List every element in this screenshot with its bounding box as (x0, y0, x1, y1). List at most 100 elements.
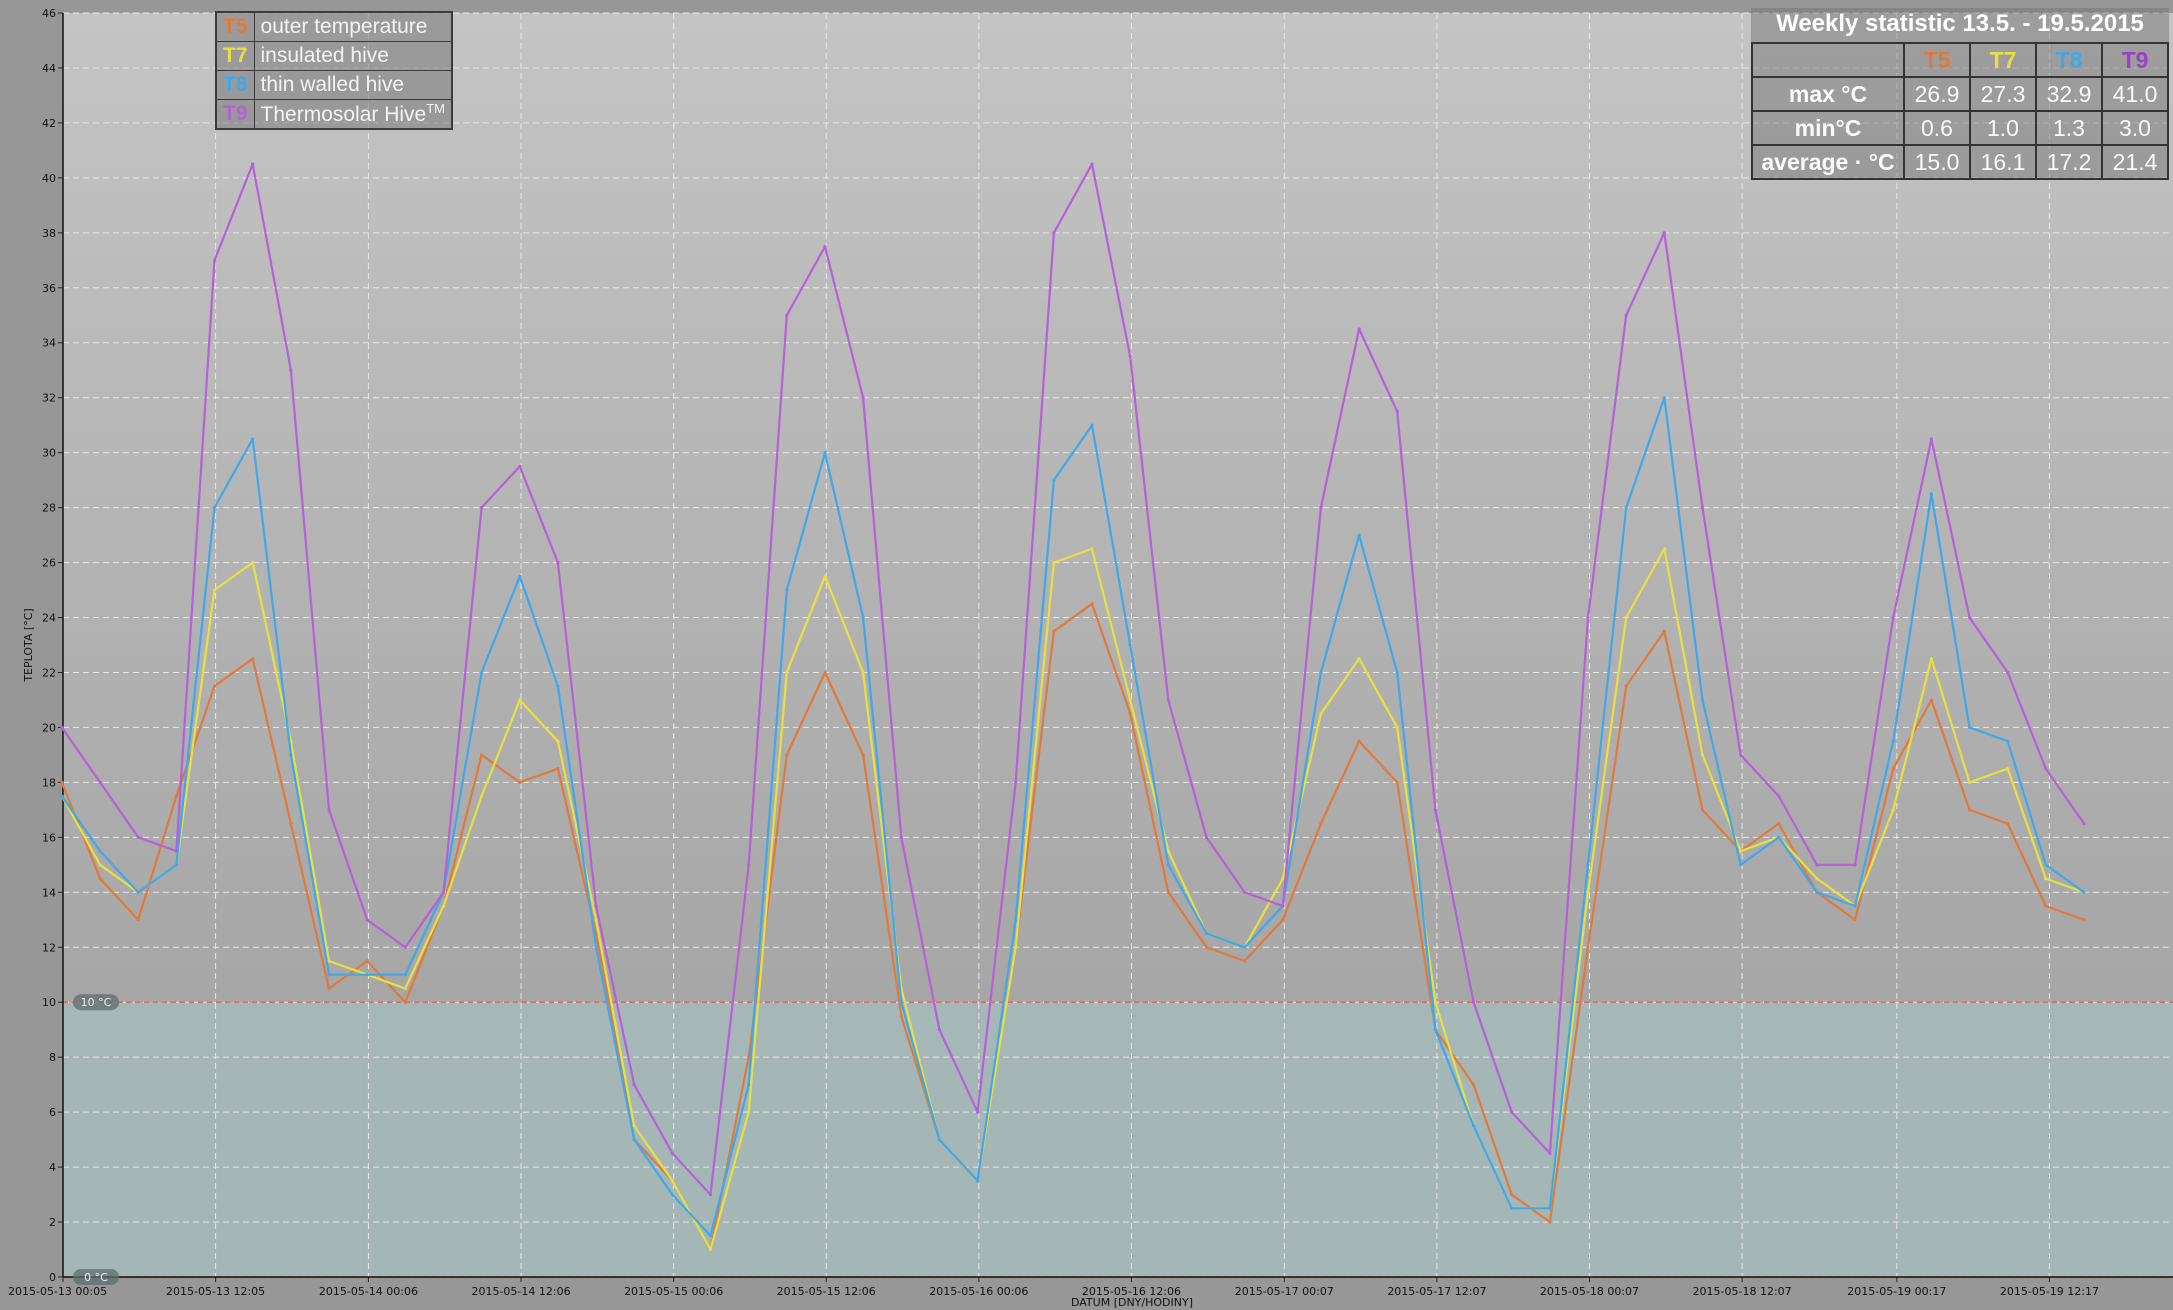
legend-label: outer temperature (253, 11, 453, 42)
stats-value: 15.0 (1903, 144, 1971, 180)
data-point-t8 (1166, 863, 1170, 867)
data-point-t8 (212, 506, 217, 510)
data-point-t9 (1357, 327, 1361, 331)
y-tick-label: 40 (42, 172, 56, 185)
data-point-t7 (327, 959, 331, 963)
data-point-t5 (1281, 918, 1285, 922)
data-point-t5 (899, 1014, 903, 1018)
data-point-t7 (1395, 725, 1399, 730)
y-tick-label: 34 (42, 337, 56, 350)
data-point-t9 (1967, 615, 1972, 620)
y-tick-label: 24 (42, 612, 56, 625)
data-point-t7 (1357, 657, 1361, 661)
legend-item-t5: T5 outer temperature (215, 11, 453, 42)
data-point-t9 (174, 849, 178, 853)
data-point-t9 (1243, 890, 1247, 894)
data-point-t9 (98, 780, 102, 784)
data-point-t5 (289, 822, 293, 826)
data-point-t8 (1967, 725, 1972, 730)
data-point-t5 (1471, 1083, 1476, 1087)
y-tick-label: 4 (49, 1161, 56, 1174)
data-point-t7 (670, 1179, 674, 1183)
data-point-t9 (212, 258, 217, 262)
y-tick-label: 2 (49, 1216, 56, 1229)
x-tick-label: 2015-05-18 00:07 (1540, 1285, 1639, 1298)
data-point-t7 (1433, 1000, 1438, 1004)
stats-table: T5 T7 T8 T9 max °C 26.9 27.3 32.9 41.0 min°C 0.6 1.… (1751, 42, 2169, 180)
data-point-t8 (1586, 863, 1590, 867)
data-point-t5 (1700, 808, 1705, 812)
data-point-t5 (1052, 629, 1056, 633)
data-point-t5 (2082, 918, 2086, 922)
data-point-t9 (747, 863, 751, 867)
data-point-t9 (823, 244, 827, 249)
data-point-t7 (1739, 849, 1743, 853)
data-point-t9 (785, 313, 789, 317)
stats-value: 1.3 (2035, 110, 2103, 146)
data-point-t9 (1281, 904, 1285, 908)
data-point-t8 (1891, 739, 1895, 743)
data-point-t5 (2006, 822, 2010, 826)
data-point-t8 (1510, 1206, 1514, 1210)
data-point-t8 (1548, 1206, 1552, 1210)
data-point-t7 (747, 1110, 751, 1114)
data-point-t9 (937, 1028, 942, 1032)
data-point-t5 (251, 657, 255, 661)
data-point-t7 (1128, 698, 1132, 702)
data-point-t7 (556, 739, 560, 743)
data-point-t7 (1586, 890, 1590, 894)
data-point-t9 (289, 368, 293, 372)
legend-label-text: insulated hive (260, 44, 389, 67)
data-point-t7 (480, 794, 484, 798)
data-point-t7 (1929, 657, 1933, 661)
x-tick-label: 2015-05-16 00:06 (929, 1285, 1028, 1298)
data-point-t5 (1548, 1220, 1552, 1224)
data-point-t5 (747, 1055, 751, 1059)
data-point-t8 (60, 794, 64, 798)
stats-value: 3.0 (2101, 110, 2169, 146)
data-point-t5 (1166, 890, 1170, 894)
data-point-t8 (327, 973, 331, 977)
data-point-t5 (1090, 602, 1094, 606)
data-point-t9 (136, 835, 140, 839)
data-point-t5 (1929, 698, 1933, 702)
stats-column-header: T7 (1969, 42, 2037, 78)
data-point-t9 (1815, 863, 1819, 867)
data-point-t9 (1319, 506, 1323, 510)
data-point-t5 (403, 1000, 407, 1004)
data-point-t5 (1128, 712, 1132, 716)
data-point-t7 (1281, 876, 1285, 881)
stats-row: max °C 26.9 27.3 32.9 41.0 (1751, 76, 2169, 112)
x-tick-label: 2015-05-13 00:05 (8, 1285, 107, 1298)
stats-value: 32.9 (2035, 76, 2103, 112)
x-tick-label: 2015-05-19 00:17 (1847, 1285, 1946, 1298)
data-point-t9 (441, 890, 446, 894)
data-point-t9 (1128, 354, 1132, 359)
data-point-t5 (1243, 959, 1247, 963)
data-point-t9 (1662, 231, 1666, 235)
stats-row-label: average · °C (1751, 144, 1905, 180)
data-point-t5 (1891, 767, 1895, 771)
stats-row: average · °C 15.0 16.1 17.2 21.4 (1751, 144, 2169, 180)
data-point-t8 (632, 1138, 636, 1142)
stats-row-label: max °C (1751, 76, 1905, 112)
data-point-t9 (1204, 835, 1209, 839)
data-point-t8 (1357, 533, 1361, 537)
trademark-mark: TM (426, 101, 446, 116)
stats-value: 1.0 (1969, 110, 2037, 146)
y-axis-title: TEPLOTA [°C] (22, 608, 35, 682)
stats-value: 26.9 (1903, 76, 1971, 112)
data-point-t5 (327, 986, 331, 991)
data-point-t9 (480, 506, 484, 510)
data-point-t9 (670, 1151, 674, 1155)
cold-zone-band (63, 1002, 2173, 1277)
data-point-t9 (1739, 753, 1743, 757)
y-tick-label: 36 (42, 282, 56, 295)
legend-label-text: thin walled hive (260, 73, 405, 96)
legend-code: T8 (215, 70, 255, 100)
data-point-t5 (1967, 808, 1972, 812)
y-tick-label: 44 (42, 62, 56, 75)
y-tick-label: 46 (42, 7, 56, 20)
data-point-t7 (2044, 876, 2048, 881)
